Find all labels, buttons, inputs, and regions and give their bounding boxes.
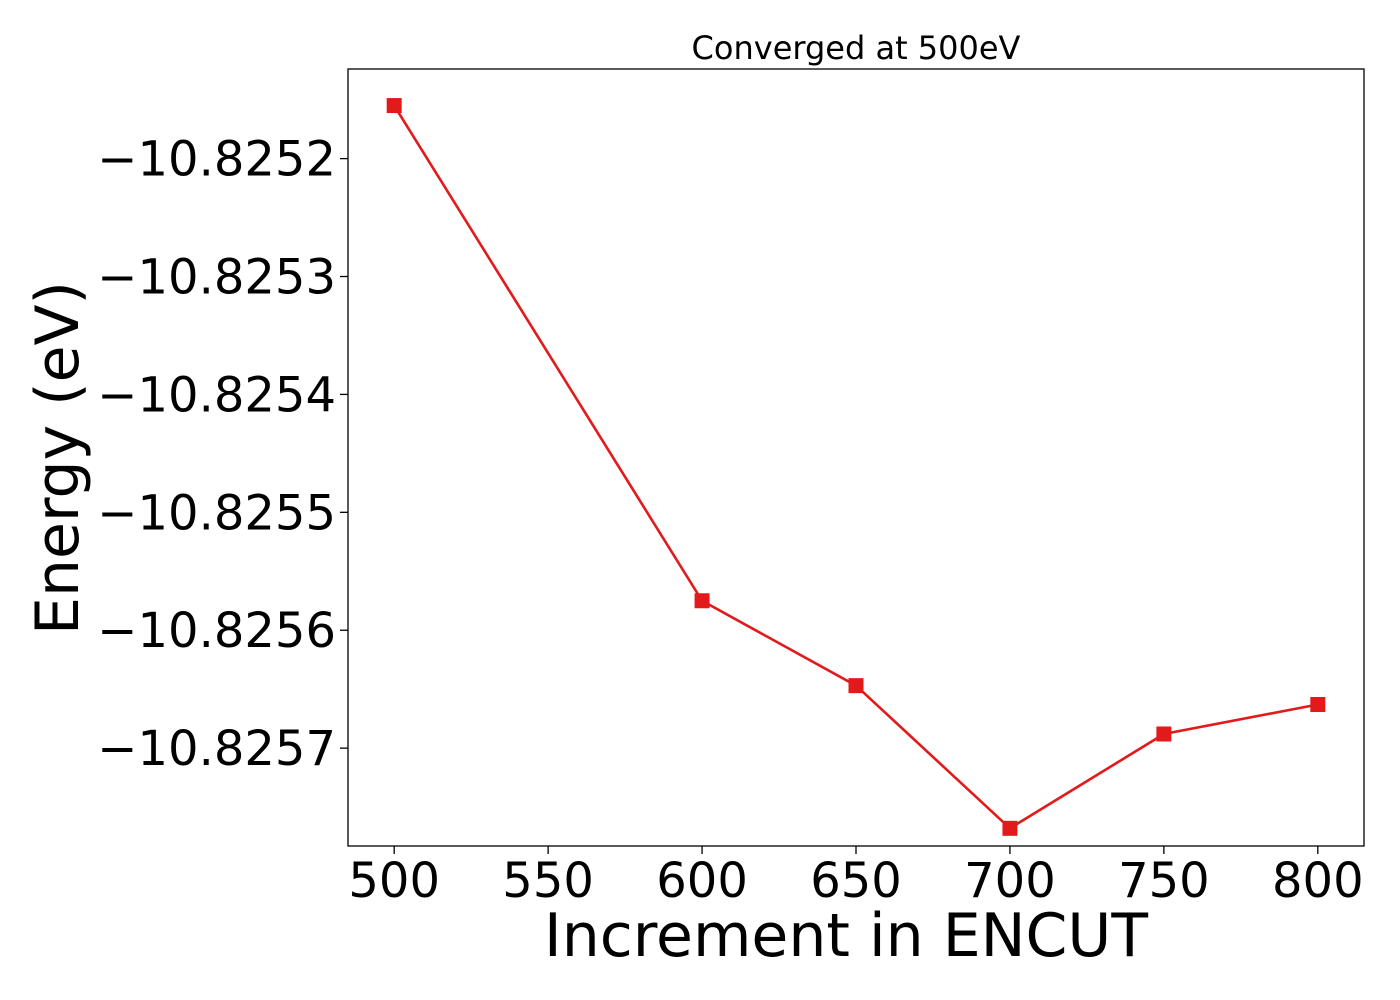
data-point-marker: [1310, 697, 1326, 713]
chart-title: Converged at 500eV: [692, 29, 1021, 67]
plot-frame: [347, 68, 1365, 847]
y-tick-label: −10.8252: [97, 132, 336, 188]
series-line: [393, 104, 1319, 830]
data-series: [386, 98, 1326, 836]
y-tick-label: −10.8256: [97, 603, 336, 659]
x-axis-ticks: 500 550 600 650 700 750 800: [348, 846, 1364, 909]
x-tick-label: 750: [1118, 853, 1210, 909]
x-tick-label: 500: [348, 853, 440, 909]
data-point-marker: [386, 98, 402, 114]
data-point-marker: [848, 678, 864, 694]
y-axis-label: Energy (eV): [23, 281, 93, 635]
y-tick-label: −10.8254: [97, 367, 336, 423]
data-point-marker: [694, 593, 710, 609]
data-point-marker: [1002, 820, 1018, 836]
x-axis-label: Increment in ENCUT: [544, 901, 1148, 971]
x-tick-label: 800: [1272, 853, 1364, 909]
x-tick-label: 650: [810, 853, 902, 909]
y-tick-label: −10.8255: [97, 485, 336, 541]
y-axis-ticks: −10.8252 −10.8253 −10.8254 −10.8255 −10.8256…: [97, 132, 348, 777]
plot-background: [348, 69, 1364, 846]
data-point-marker: [1156, 726, 1172, 742]
y-tick-label: −10.8257: [97, 721, 336, 777]
y-tick-label: −10.8253: [97, 250, 336, 306]
x-tick-label: 600: [656, 853, 748, 909]
x-tick-label: 550: [502, 853, 594, 909]
x-tick-label: 700: [964, 853, 1056, 909]
